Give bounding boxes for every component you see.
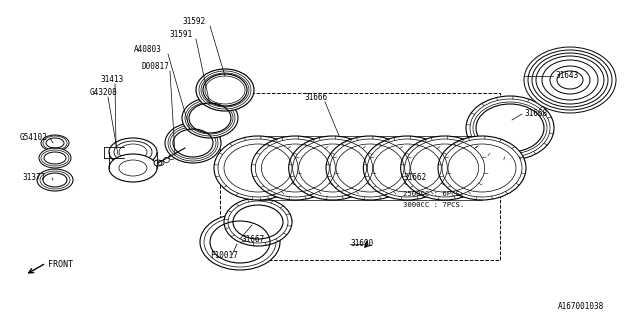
Text: 31667: 31667 [241, 235, 264, 244]
Text: A40803: A40803 [134, 45, 162, 54]
Text: F10017: F10017 [210, 251, 237, 260]
Text: FRONT: FRONT [48, 260, 73, 269]
Text: 31690: 31690 [350, 239, 373, 249]
Text: 31592: 31592 [182, 17, 205, 26]
Ellipse shape [39, 148, 71, 168]
Ellipse shape [41, 135, 69, 151]
Ellipse shape [200, 214, 280, 270]
Ellipse shape [214, 136, 302, 200]
Ellipse shape [326, 136, 414, 200]
Ellipse shape [364, 136, 451, 200]
Text: 31668: 31668 [524, 109, 547, 118]
Text: 2500CC : 6PCS.: 2500CC : 6PCS. [403, 191, 464, 197]
Ellipse shape [109, 138, 157, 166]
Ellipse shape [37, 169, 73, 191]
Ellipse shape [466, 96, 554, 160]
Ellipse shape [401, 136, 489, 200]
Text: 31591: 31591 [170, 30, 193, 39]
Text: 3000CC : 7PCS.: 3000CC : 7PCS. [403, 202, 464, 208]
Ellipse shape [438, 136, 526, 200]
Ellipse shape [289, 136, 377, 200]
Text: D00817: D00817 [141, 62, 169, 71]
Text: A167001038: A167001038 [558, 302, 604, 311]
Ellipse shape [109, 154, 157, 182]
Text: G54102: G54102 [20, 133, 48, 142]
Text: 31413: 31413 [100, 75, 123, 84]
Ellipse shape [224, 198, 292, 246]
Text: 31666: 31666 [304, 93, 327, 102]
Ellipse shape [252, 136, 339, 200]
Ellipse shape [154, 160, 162, 166]
Text: 31377: 31377 [22, 173, 45, 182]
Text: 31643: 31643 [555, 71, 578, 81]
Text: G43208: G43208 [90, 88, 118, 97]
Ellipse shape [182, 98, 238, 138]
Ellipse shape [165, 123, 221, 163]
Ellipse shape [196, 69, 254, 111]
Text: 31662: 31662 [403, 172, 426, 181]
Ellipse shape [524, 47, 616, 113]
